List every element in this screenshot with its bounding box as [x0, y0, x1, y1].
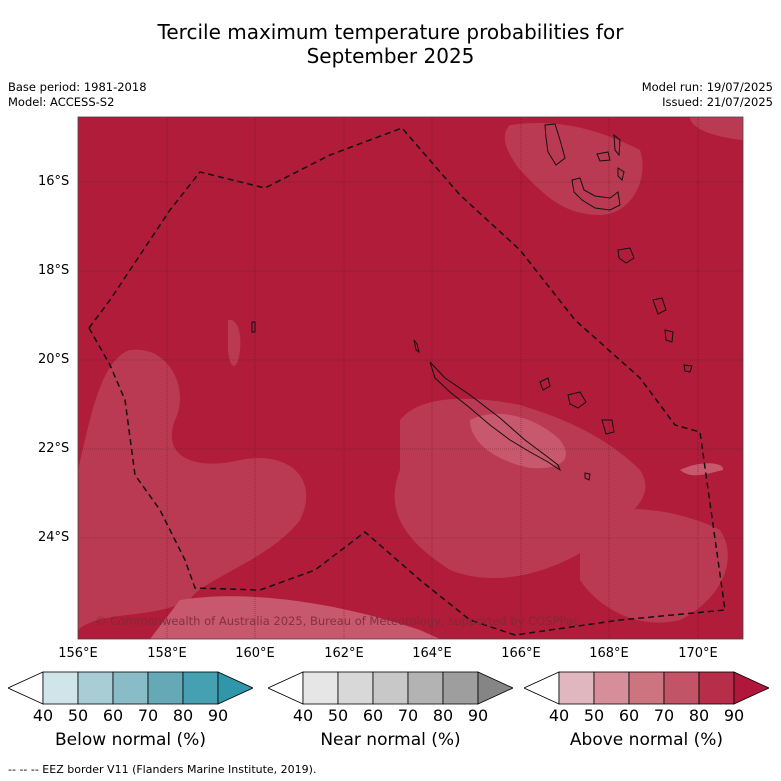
colorbar-tick-label: 90: [723, 706, 745, 725]
colorbar-segment: [372, 671, 409, 705]
prob-patch-southeast: [580, 509, 728, 623]
lon-label: 162°E: [324, 646, 364, 661]
island-new-caledonia: [429, 361, 562, 472]
colorbar-tick-label: 40: [548, 706, 570, 725]
map-frame: [77, 116, 744, 640]
colorbar-extend-low: [8, 671, 44, 705]
colorbar-segment: [182, 671, 219, 705]
map-title-line1: Tercile maximum temperature probabilitie…: [157, 20, 624, 44]
island-vanuatu-5: [617, 167, 625, 181]
island-vanuatu-7: [652, 297, 667, 315]
colorbar-segment: [698, 671, 735, 705]
colorbar-extend-low: [268, 671, 304, 705]
lat-label: 20°S: [38, 352, 70, 367]
prob-patch-northeast: [504, 122, 643, 215]
colorbar-segment: [337, 671, 374, 705]
model-name: Model: ACCESS-S2: [8, 95, 115, 109]
colorbar-tick-label: 50: [327, 706, 349, 725]
island-small-3: [413, 339, 420, 354]
island-loyalty-1: [539, 377, 551, 391]
colorbar-above-normal: [524, 671, 769, 705]
island-vanuatu-1: [544, 123, 566, 166]
colorbar-tick-label: 60: [102, 706, 124, 725]
map-title-line2: September 2025: [306, 44, 475, 68]
map-title: Tercile maximum temperature probabilitie…: [0, 20, 781, 68]
lat-label: 16°S: [38, 174, 70, 189]
colorbar-segment: [442, 671, 479, 705]
colorbar-segment: [593, 671, 630, 705]
island-vanuatu-2: [596, 151, 611, 162]
island-vanuatu-6: [617, 247, 635, 264]
colorbar-tick-label: 50: [67, 706, 89, 725]
islands: [251, 123, 693, 481]
colorbar-tick-label: 60: [362, 706, 384, 725]
eez-footnote: -- -- -- EEZ border V11 (Flanders Marine…: [8, 763, 317, 776]
issued-date: Issued: 21/07/2025: [662, 95, 773, 109]
model-run: Model run: 19/07/2025: [641, 80, 773, 94]
colorbar-near-normal: [268, 671, 513, 705]
colorbar-tick-label: 80: [688, 706, 710, 725]
colorbar-segment: [147, 671, 184, 705]
colorbar-tick-label: 50: [583, 706, 605, 725]
meta-left: Base period: 1981-2018 Model: ACCESS-S2: [8, 80, 147, 110]
colorbar-tick-label: 40: [32, 706, 54, 725]
base-period: Base period: 1981-2018: [8, 80, 147, 94]
lon-label: 164°E: [412, 646, 452, 661]
prob-patch-north-east-edge: [690, 117, 743, 140]
island-vanuatu-4: [613, 133, 621, 157]
colorbar-segment: [112, 671, 149, 705]
colorbar-tick-label: 90: [207, 706, 229, 725]
prob-patch-southwest: [78, 349, 307, 630]
colorbar-segment: [77, 671, 114, 705]
lon-label: 156°E: [58, 646, 98, 661]
colorbar-tick-label: 70: [137, 706, 159, 725]
colorbar-extend-low: [524, 671, 560, 705]
copyright-notice: © Commonwealth of Australia 2025, Bureau…: [95, 614, 580, 628]
lon-label: 158°E: [147, 646, 187, 661]
meta-right: Model run: 19/07/2025 Issued: 21/07/2025: [642, 80, 773, 110]
colorbar-tick-label: 90: [467, 706, 489, 725]
colorbar-extend-high: [477, 671, 513, 705]
island-vanuatu-9: [683, 364, 693, 373]
colorbar-segment: [663, 671, 700, 705]
colorbar-segment: [42, 671, 79, 705]
colorbar-tick-label: 40: [292, 706, 314, 725]
colorbar-title-above: Above normal (%): [569, 730, 724, 750]
lon-label: 166°E: [501, 646, 541, 661]
lon-label: 168°E: [589, 646, 629, 661]
lon-label: 160°E: [235, 646, 275, 661]
colorbar-below-normal: [8, 671, 253, 705]
prob-patch-small-west: [228, 319, 241, 366]
island-loyalty-2: [567, 391, 587, 409]
lat-label: 24°S: [38, 530, 70, 545]
lat-label: 22°S: [38, 441, 70, 456]
colorbar-title-near: Near normal (%): [320, 730, 461, 750]
colorbar-segment: [558, 671, 595, 705]
colorbar-extend-high: [733, 671, 769, 705]
colorbar-segment: [407, 671, 444, 705]
lat-label: 18°S: [38, 263, 70, 278]
island-small-2: [251, 321, 256, 333]
colorbar-tick-label: 80: [172, 706, 194, 725]
colorbar-title-below: Below normal (%): [55, 730, 206, 750]
colorbar-tick-label: 80: [432, 706, 454, 725]
graticule: [78, 117, 743, 639]
colorbar-segment: [302, 671, 339, 705]
lon-label: 170°E: [678, 646, 718, 661]
colorbar-segment: [628, 671, 665, 705]
prob-patch-south: [150, 596, 440, 639]
colorbar-tick-label: 70: [653, 706, 675, 725]
island-vanuatu-8: [664, 329, 674, 343]
island-vanuatu-3: [571, 177, 621, 211]
island-small-1: [584, 472, 591, 481]
colorbar-tick-label: 70: [397, 706, 419, 725]
colorbar-tick-label: 60: [618, 706, 640, 725]
prob-patch-east: [680, 463, 724, 476]
colorbar-extend-high: [217, 671, 253, 705]
island-loyalty-3: [601, 419, 615, 435]
